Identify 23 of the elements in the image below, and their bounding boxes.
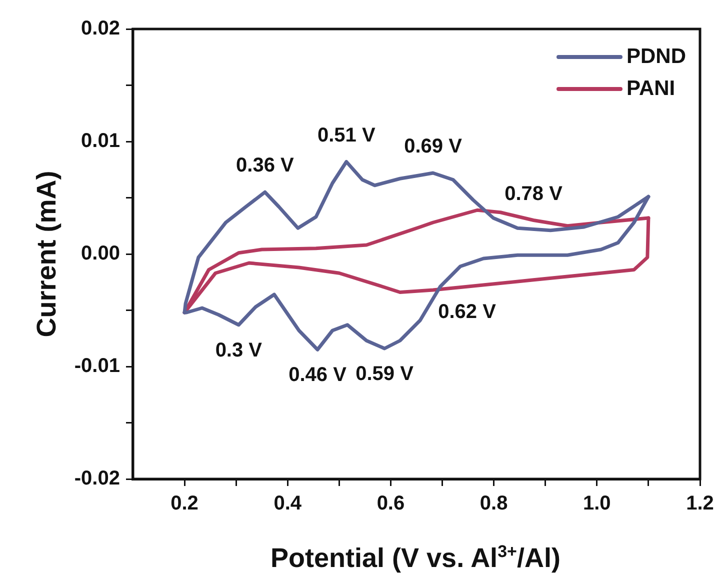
annotation: 0.62 V — [438, 301, 497, 324]
annotation: 0.69 V — [404, 136, 463, 158]
annotation: 0.78 V — [504, 182, 564, 205]
x-tick-label: 1.2 — [686, 492, 714, 515]
y-tick-label: -0.02 — [74, 468, 120, 490]
annotation: 0.51 V — [317, 124, 376, 146]
x-tick-label: 1.0 — [583, 492, 611, 515]
legend-label: PDND — [626, 44, 686, 68]
annotation: 0.59 V — [356, 363, 414, 386]
y-tick-label: 0.01 — [81, 130, 120, 152]
x-tick-label: 0.6 — [376, 492, 405, 515]
x-tick-label: 0.8 — [480, 492, 508, 515]
annotation: 0.3 V — [215, 339, 263, 362]
legend-label: PANI — [626, 76, 676, 100]
annotation: 0.46 V — [288, 364, 348, 386]
x-axis-title: Potential (V vs. Al$^{3+}$/Al) — [270, 542, 562, 574]
x-tick-label: 0.2 — [170, 492, 198, 515]
x-tick-label: 0.4 — [274, 492, 302, 515]
y-axis-title: Current (mA) — [32, 170, 62, 338]
y-tick-label: 0.02 — [81, 18, 120, 40]
annotation: 0.36 V — [236, 154, 295, 177]
y-tick-label: 0.00 — [81, 242, 120, 265]
y-tick-label: -0.01 — [74, 355, 120, 378]
